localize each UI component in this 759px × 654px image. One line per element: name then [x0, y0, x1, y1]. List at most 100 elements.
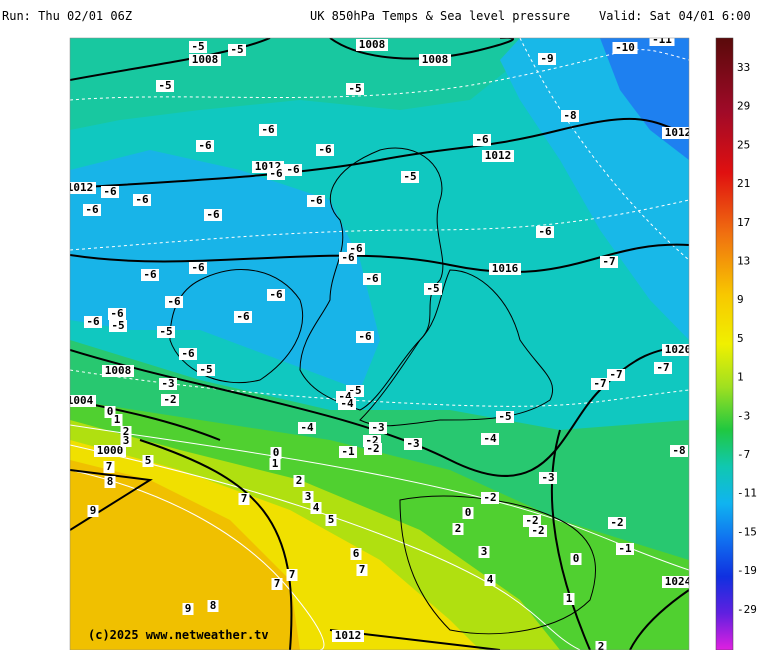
temperature-label-bg [133, 194, 151, 206]
temperature-label: -6 [206, 208, 220, 221]
temperature-label: 3 [123, 434, 130, 447]
temperature-label: 2 [123, 425, 130, 438]
temperature-label-bg [165, 296, 183, 308]
temperature-label: -2 [163, 393, 176, 406]
temperature-label: -5 [403, 170, 416, 183]
temperature-label: -5 [426, 282, 439, 295]
temperature-label-bg [157, 326, 175, 338]
isobar-label-bg [489, 263, 521, 275]
temperature-label: 4 [487, 573, 494, 586]
temperature-label-bg [356, 564, 368, 576]
temperature-label: -6 [135, 193, 149, 206]
zone-top [70, 38, 689, 130]
temperature-label-bg [104, 476, 116, 488]
temperature-label: 1 [272, 457, 279, 470]
temperature-label-bg [87, 505, 99, 517]
temperature-label-bg [101, 186, 119, 198]
isobar-label-bg [419, 54, 451, 66]
temperature-label-bg [591, 378, 609, 390]
temperature-label-bg [159, 378, 177, 390]
temperature-label-bg [293, 475, 305, 487]
temperature-label-bg [84, 316, 102, 328]
temperature-label-bg [271, 578, 283, 590]
temperature-label: -6 [236, 310, 250, 323]
temperature-label: -9 [540, 52, 553, 65]
temperature-label: 5 [328, 513, 335, 526]
isobar-label-bg [189, 54, 221, 66]
temperature-label-bg [404, 438, 422, 450]
isobar-label: 1016 [492, 262, 519, 275]
temperature-label-bg [103, 461, 115, 473]
chart-title: UK 850hPa Temps & Sea level pressure [310, 9, 570, 23]
temperature-label-bg [462, 507, 474, 519]
temperature-label: 7 [359, 563, 366, 576]
colorbar-label: 21 [737, 177, 750, 190]
temperature-label-bg [350, 548, 362, 560]
isobar-label: 1000 [97, 444, 124, 457]
isobar-label-bg [70, 395, 96, 407]
temperature-label: -6 [349, 242, 363, 255]
colorbar-label: 25 [737, 138, 750, 151]
temperature-label-bg [473, 134, 491, 146]
temperature-label: -6 [85, 203, 99, 216]
temperature-label: 0 [465, 506, 472, 519]
colorbar-label: 17 [737, 216, 750, 229]
temperature-label-bg [104, 406, 116, 418]
temperature-label: 3 [305, 490, 312, 503]
colorbar [715, 37, 734, 651]
temperature-label: -7 [593, 377, 606, 390]
colorbar-label: 1 [737, 371, 744, 384]
temperature-label: -11 [652, 33, 672, 46]
temperature-label-bg [316, 144, 334, 156]
temperature-label: -6 [358, 330, 372, 343]
temperature-label-bg [536, 226, 554, 238]
temperature-label: -4 [300, 421, 314, 434]
temperature-label-bg [539, 472, 557, 484]
temperature-label-bg [484, 574, 496, 586]
temperature-label: -1 [618, 542, 632, 555]
temperature-label-bg [156, 80, 174, 92]
isobar-label: 1008 [422, 53, 449, 66]
temperature-label-bg [570, 553, 582, 565]
temperature-label-bg [496, 411, 514, 423]
temperature-label-bg [161, 394, 179, 406]
isobars [70, 38, 689, 650]
temperature-label: 0 [573, 552, 580, 565]
temperature-label: -6 [181, 347, 195, 360]
isotherms-warm [70, 424, 689, 650]
temperature-label-bg [356, 331, 374, 343]
colorbar-label: -3 [737, 409, 750, 422]
temperature-label: -6 [198, 139, 212, 152]
temperature-label-bg [83, 204, 101, 216]
isobar-label-bg [662, 127, 689, 139]
temperature-label-bg [120, 426, 132, 438]
temperature-label-bg [563, 593, 575, 605]
temperature-label: -6 [475, 133, 489, 146]
temperature-label-bg [529, 525, 547, 537]
temperature-label-bg [270, 447, 282, 459]
colorbar-label: -19 [737, 564, 757, 577]
isobar-label: 1008 [192, 53, 219, 66]
isotherms [70, 38, 689, 407]
temperature-label-bg [108, 308, 126, 320]
temperature-label-bg [197, 364, 215, 376]
temperature-label: -7 [602, 255, 615, 268]
temperature-label-bg [228, 44, 246, 56]
temperature-label-bg [207, 600, 219, 612]
temperature-label-bg [302, 491, 314, 503]
run-label: Run: Thu 02/01 06Z [2, 9, 132, 23]
isobar-label-bg [356, 39, 388, 51]
temperature-label: -6 [286, 163, 300, 176]
temperature-label: -1 [341, 445, 355, 458]
temperature-label-bg [141, 269, 159, 281]
isobar-label-bg [332, 630, 364, 642]
temperature-label-bg [654, 362, 672, 374]
temperature-label: -6 [143, 268, 157, 281]
temperature-label: -3 [161, 377, 174, 390]
temperature-label-bg [607, 369, 625, 381]
temperature-label-bg [600, 256, 618, 268]
zone-orange [70, 460, 300, 650]
colorbar-label: -15 [737, 525, 757, 538]
temperature-label-bg [269, 458, 281, 470]
